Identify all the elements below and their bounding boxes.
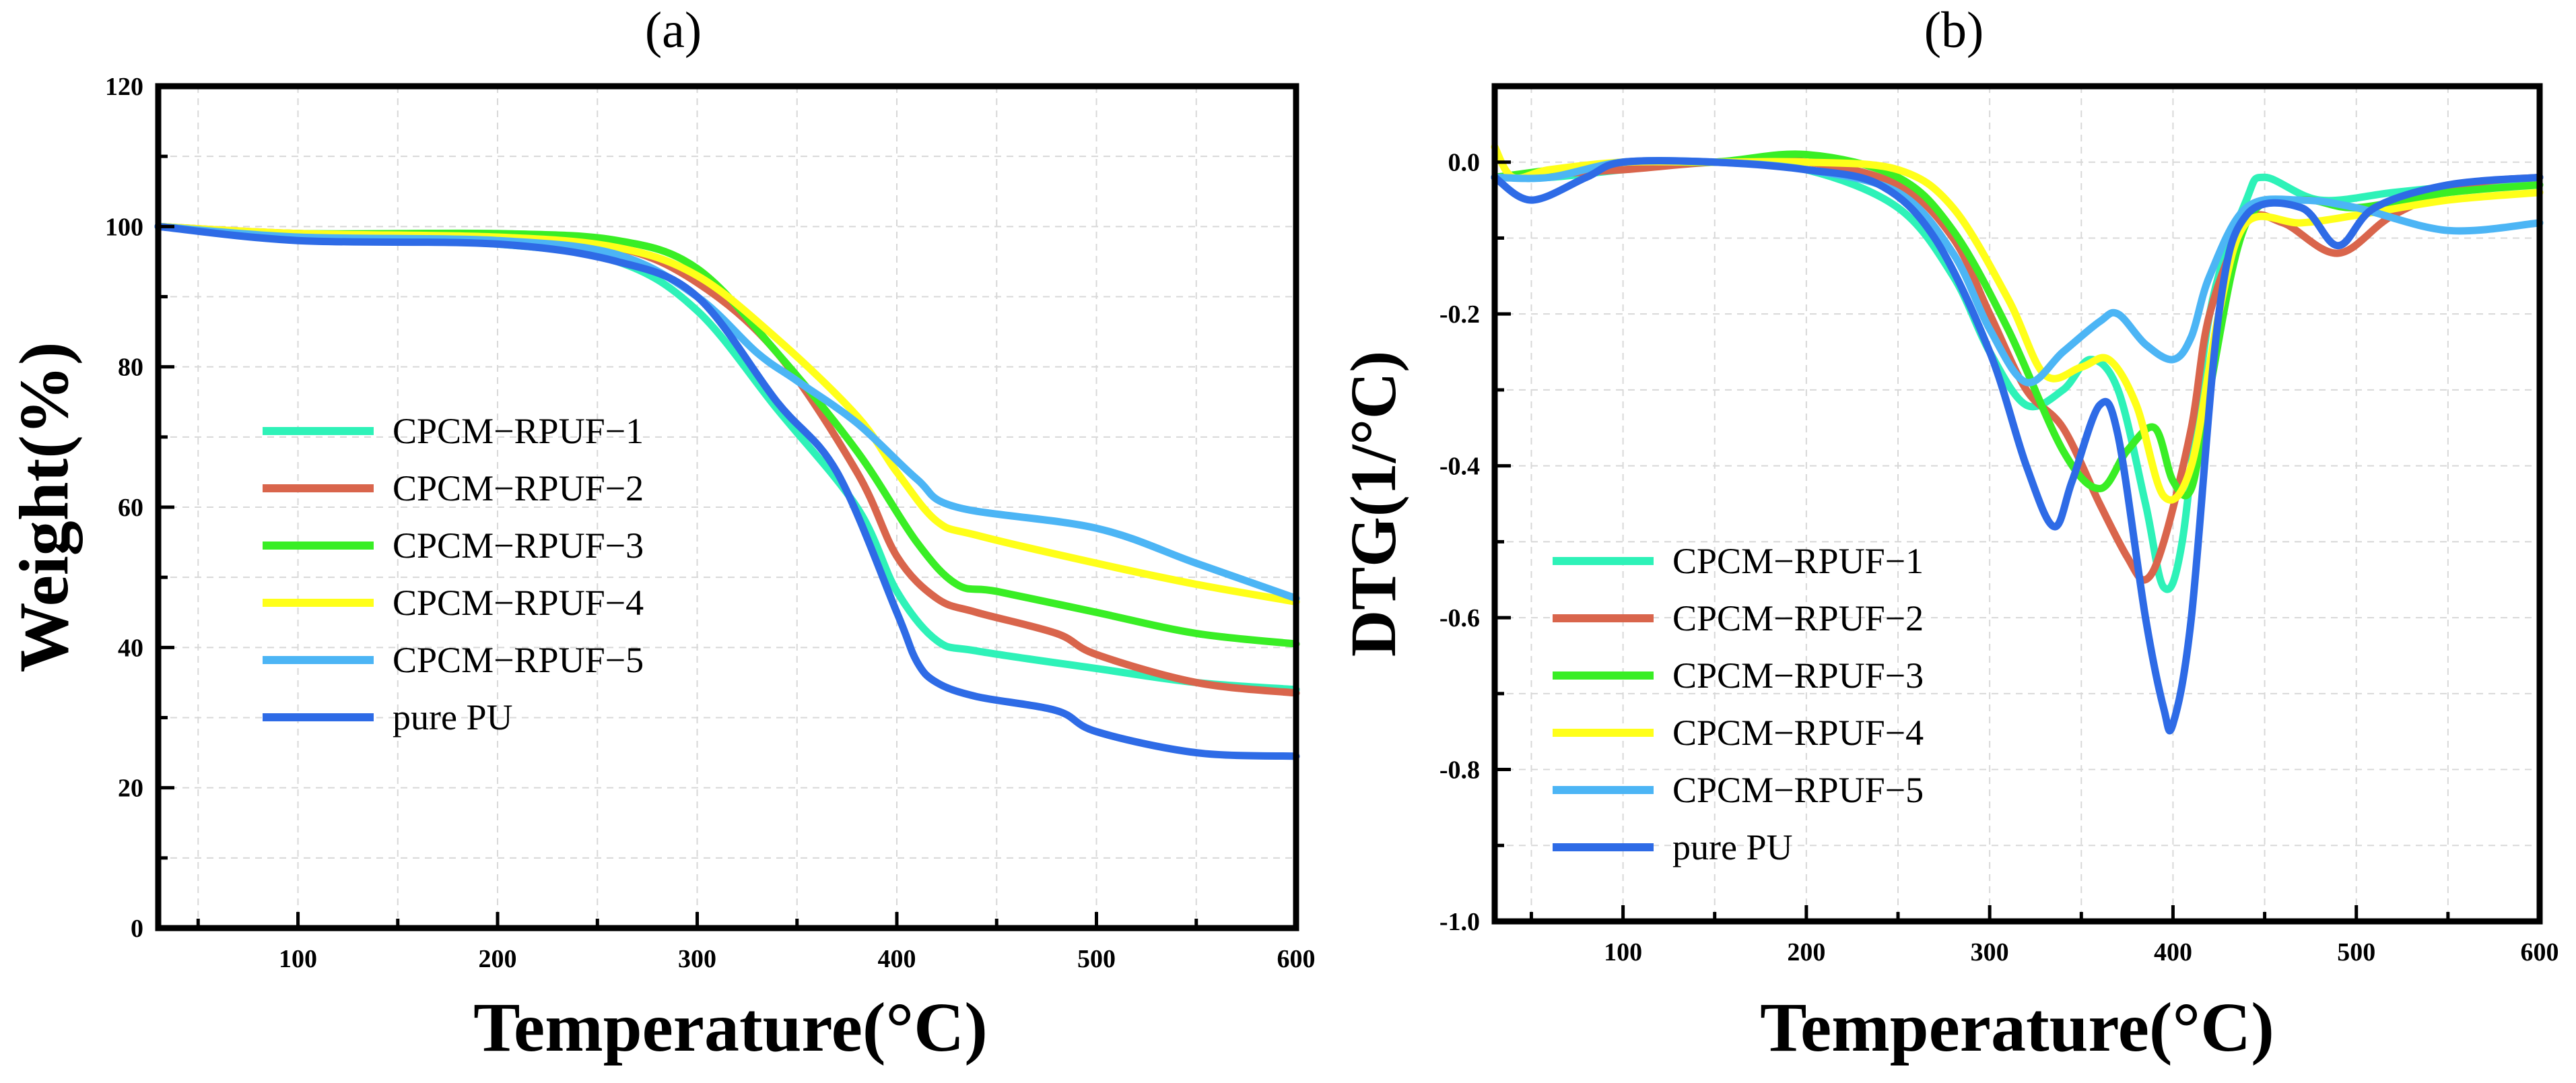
x-tick-label: 400 <box>878 945 916 973</box>
legend-label: CPCM−RPUF−3 <box>393 525 644 566</box>
y-tick-label: 0 <box>131 915 143 943</box>
panel-b-x-axis-title: Temperature(°C) <box>1760 989 2274 1066</box>
panel-b-legend: CPCM−RPUF−1 CPCM−RPUF−2 CPCM−RPUF−3 CPCM−RP… <box>1553 541 1924 867</box>
y-tick-label: -0.8 <box>1439 756 1480 785</box>
legend-label: CPCM−RPUF−4 <box>1672 713 1924 753</box>
y-tick-label: 60 <box>118 494 143 522</box>
panel-a-ticks: 100 200 300 400 500 600 0 20 40 60 80 100 120 <box>105 73 1316 973</box>
y-tick-label: -0.6 <box>1439 604 1480 632</box>
panel-b-label: (b) <box>1924 2 1984 59</box>
panel-a-legend: CPCM−RPUF−1 CPCM−RPUF−2 CPCM−RPUF−3 CPCM−RP… <box>263 411 644 737</box>
x-tick-label: 500 <box>2337 938 2375 966</box>
x-tick-label: 400 <box>2154 938 2192 966</box>
x-tick-label: 100 <box>1604 938 1642 966</box>
y-tick-label: 100 <box>105 213 143 241</box>
y-tick-label: 20 <box>118 775 143 803</box>
y-tick-label: 40 <box>118 634 143 662</box>
y-tick-label: -1.0 <box>1439 908 1480 936</box>
x-tick-label: 600 <box>1277 945 1316 973</box>
legend-label: pure PU <box>1672 827 1792 867</box>
panel-b-plot-frame <box>1491 83 2543 925</box>
legend-label: CPCM−RPUF−2 <box>1672 598 1924 638</box>
panel-b-ticks: 100 200 300 400 500 600 0.0 -0.2 -0.4 -0.6 -0.8 -1.… <box>1439 84 2559 966</box>
x-tick-label: 100 <box>279 945 317 973</box>
x-tick-label: 600 <box>2521 938 2559 966</box>
panel-a-y-axis-title: Weight(%) <box>5 341 83 672</box>
panel-a-x-axis-title: Temperature(°C) <box>473 989 988 1066</box>
x-tick-label: 200 <box>1787 938 1825 966</box>
legend-label: CPCM−RPUF−5 <box>393 640 644 680</box>
panel-b-y-axis-title: DTG(1/°C) <box>1337 351 1409 657</box>
legend-label: CPCM−RPUF−5 <box>1672 770 1924 810</box>
x-tick-label: 300 <box>1971 938 2009 966</box>
panel-a-series <box>154 222 1300 760</box>
y-tick-label: -0.4 <box>1439 453 1480 481</box>
x-tick-label: 200 <box>479 945 517 973</box>
legend-label: CPCM−RPUF−2 <box>393 468 644 508</box>
legend-label: CPCM−RPUF−1 <box>393 411 644 451</box>
panel-a: (a) 100 200 300 400 500 600 0 20 40 60 80 100 120 Te… <box>5 2 1316 1066</box>
legend-label: pure PU <box>393 697 512 737</box>
series-line-3 <box>154 222 1300 648</box>
panel-b-series <box>1491 143 2544 735</box>
x-tick-label: 300 <box>678 945 716 973</box>
series-line-6 <box>1491 157 2544 735</box>
panel-a-grid <box>158 86 1296 928</box>
y-tick-label: -0.2 <box>1439 300 1480 329</box>
y-tick-label: 80 <box>118 354 143 382</box>
legend-label: CPCM−RPUF−1 <box>1672 541 1924 581</box>
series-line-6 <box>154 222 1300 760</box>
panel-b: (b) 100 200 300 400 500 600 0.0 -0.2 -0.4 -0.6 -0.… <box>1337 2 2559 1066</box>
y-tick-label: 0.0 <box>1448 149 1481 177</box>
y-tick-label: 120 <box>105 73 143 101</box>
legend-label: CPCM−RPUF−4 <box>393 583 644 623</box>
panel-a-label: (a) <box>645 2 702 59</box>
legend-label: CPCM−RPUF−3 <box>1672 655 1924 696</box>
x-tick-label: 500 <box>1077 945 1116 973</box>
